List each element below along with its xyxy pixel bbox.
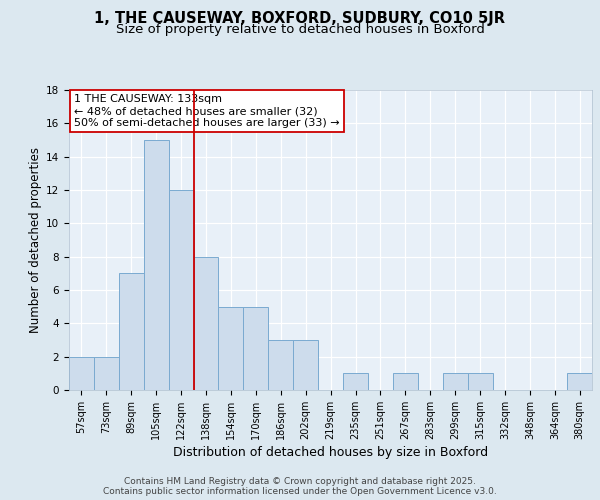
Bar xyxy=(343,374,368,390)
Text: Contains HM Land Registry data © Crown copyright and database right 2025.
Contai: Contains HM Land Registry data © Crown c… xyxy=(103,476,497,496)
Bar xyxy=(169,190,194,390)
Bar xyxy=(293,340,318,390)
Text: 1, THE CAUSEWAY, BOXFORD, SUDBURY, CO10 5JR: 1, THE CAUSEWAY, BOXFORD, SUDBURY, CO10 … xyxy=(95,11,505,26)
Bar xyxy=(69,356,94,390)
Y-axis label: Number of detached properties: Number of detached properties xyxy=(29,147,42,333)
Text: 1 THE CAUSEWAY: 133sqm
← 48% of detached houses are smaller (32)
50% of semi-det: 1 THE CAUSEWAY: 133sqm ← 48% of detached… xyxy=(74,94,340,128)
Bar xyxy=(144,140,169,390)
Bar xyxy=(567,374,592,390)
Bar xyxy=(268,340,293,390)
X-axis label: Distribution of detached houses by size in Boxford: Distribution of detached houses by size … xyxy=(173,446,488,459)
Bar xyxy=(467,374,493,390)
Bar xyxy=(244,306,268,390)
Bar xyxy=(218,306,244,390)
Bar xyxy=(194,256,218,390)
Bar xyxy=(119,274,144,390)
Bar xyxy=(443,374,467,390)
Bar xyxy=(393,374,418,390)
Text: Size of property relative to detached houses in Boxford: Size of property relative to detached ho… xyxy=(116,22,484,36)
Bar xyxy=(94,356,119,390)
